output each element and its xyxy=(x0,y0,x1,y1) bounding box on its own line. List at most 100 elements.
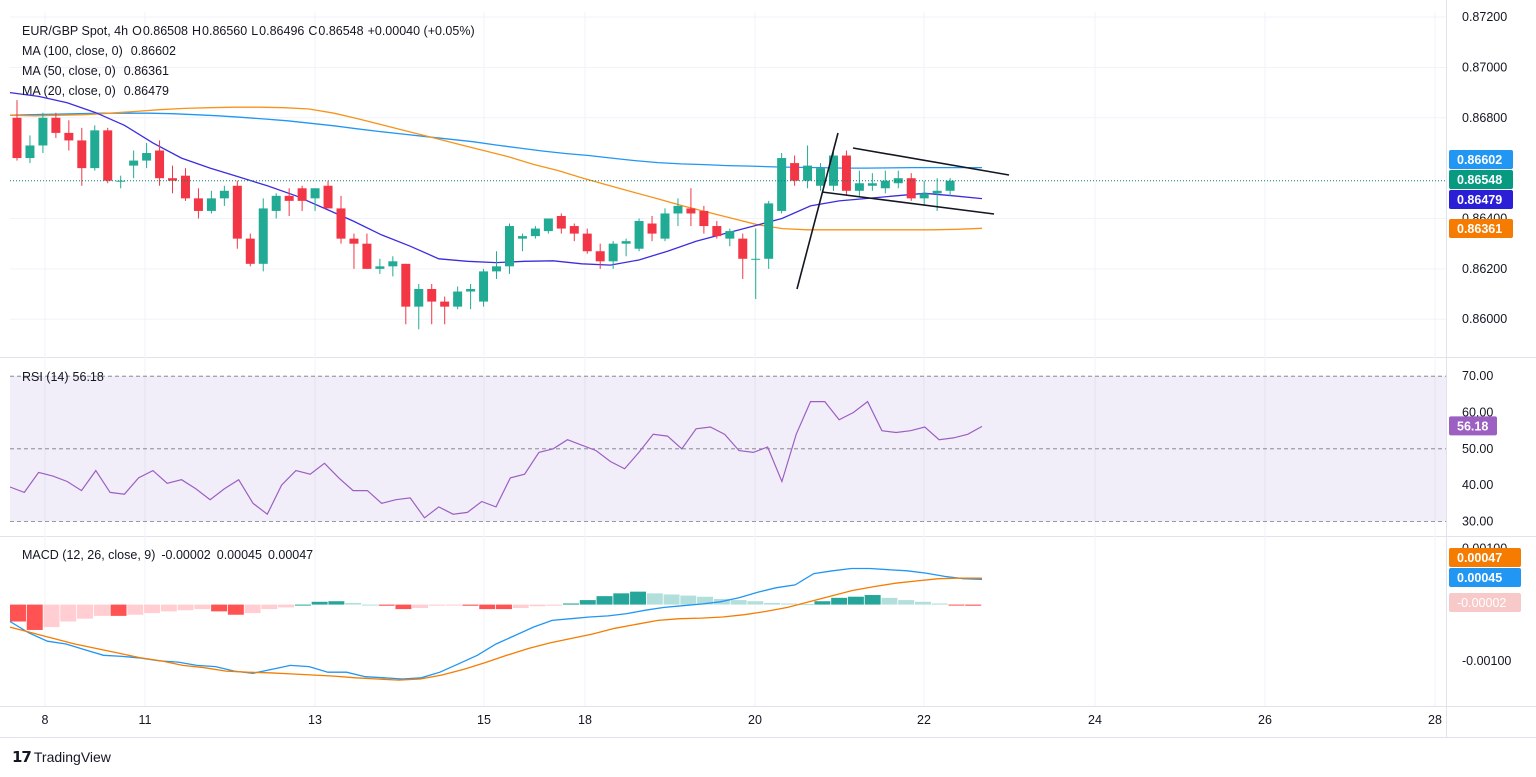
price-tick-label: 0.86200 xyxy=(1462,262,1507,276)
macd-histogram-bar xyxy=(428,604,445,606)
candle-body xyxy=(219,190,229,199)
candle xyxy=(919,180,929,206)
candle xyxy=(543,218,553,234)
macd-histogram-bar xyxy=(496,604,512,610)
tradingview-logo[interactable]: 𝟭𝟳 TradingView xyxy=(12,748,111,766)
candle-body xyxy=(634,221,644,249)
price-tag-label: 0.86479 xyxy=(1457,193,1502,207)
macd-histogram-bar xyxy=(211,604,228,612)
candle xyxy=(427,283,437,325)
candle xyxy=(453,286,463,310)
candle xyxy=(168,165,178,194)
high-value: 0.86560 xyxy=(202,24,247,38)
rsi-legend-value: 56.18 xyxy=(73,370,104,384)
candle-body xyxy=(362,243,372,269)
candle xyxy=(492,251,502,279)
candle-body xyxy=(712,226,722,237)
candle-body xyxy=(427,289,437,302)
macd-histogram-bar xyxy=(797,604,814,606)
rsi-tick-label: 50.00 xyxy=(1462,442,1493,456)
time-tick-label: 24 xyxy=(1088,713,1102,727)
macd-histogram-bar xyxy=(278,604,295,608)
time-tick-label: 13 xyxy=(308,713,322,727)
macd-histogram-bar xyxy=(931,603,948,605)
candle-body xyxy=(556,215,566,229)
macd-histogram-bar xyxy=(914,601,931,605)
candle xyxy=(25,135,35,164)
candle-body xyxy=(854,183,864,191)
candle-body xyxy=(660,213,670,239)
candle xyxy=(142,142,152,169)
rsi-tick-label: 40.00 xyxy=(1462,478,1493,492)
macd-histogram-bar xyxy=(110,604,127,616)
candle-body xyxy=(790,163,800,181)
candle-body xyxy=(193,198,203,211)
macd-histogram-bar xyxy=(646,593,663,605)
low-value: 0.86496 xyxy=(259,24,304,38)
rsi-value-tag: 56.18 xyxy=(1449,416,1497,436)
macd-histogram-bar xyxy=(144,604,161,614)
candle-body xyxy=(440,301,450,307)
macd-histogram-bar xyxy=(412,604,429,608)
candle xyxy=(271,193,281,219)
macd-histogram-bar xyxy=(311,601,328,605)
candle-body xyxy=(764,203,774,259)
candle xyxy=(634,218,644,252)
candle-body xyxy=(103,130,113,181)
macd-histogram-bar xyxy=(160,604,177,612)
macd-tick-label: -0.00100 xyxy=(1462,654,1511,668)
candle xyxy=(841,150,851,196)
macd-histogram-bar xyxy=(261,604,278,610)
ma-legend-label: MA (50, close, 0) xyxy=(22,64,116,78)
candle-body xyxy=(530,228,540,237)
macd-histogram-bar xyxy=(831,597,848,605)
candle-body xyxy=(751,258,761,260)
candle-body xyxy=(414,289,424,307)
candle xyxy=(647,215,657,242)
rsi-tick-label: 30.00 xyxy=(1462,514,1493,528)
macd-histogram-bar xyxy=(579,600,596,605)
candle xyxy=(297,185,307,211)
price-tick-label: 0.87200 xyxy=(1462,10,1507,24)
candle xyxy=(712,221,722,239)
candle xyxy=(932,178,942,211)
macd-histogram-bar xyxy=(328,601,345,605)
candle xyxy=(129,150,139,179)
candle xyxy=(828,150,838,191)
macd-tag-bg xyxy=(1449,548,1521,567)
macd-tag-label: -0.00002 xyxy=(1457,596,1506,610)
price-tag-bg xyxy=(1449,190,1513,209)
price-tag-bg xyxy=(1449,219,1513,238)
candle-body xyxy=(12,117,22,159)
candle xyxy=(193,188,203,219)
macd-line xyxy=(9,567,983,680)
price-tag: 0.86479 xyxy=(1449,190,1513,209)
candle-body xyxy=(517,236,527,239)
close-label: C xyxy=(308,24,317,38)
candle-body xyxy=(595,251,605,262)
change-value: +0.00040 (+0.05%) xyxy=(368,24,475,38)
candle xyxy=(219,185,229,206)
low-label: L xyxy=(251,24,258,38)
candle-body xyxy=(504,226,514,267)
macd-histogram-bar xyxy=(948,604,965,606)
macd-histogram-bar xyxy=(512,604,529,608)
candle xyxy=(880,170,890,194)
macd-signal-line xyxy=(9,577,982,681)
macd-histogram-bar xyxy=(747,601,764,605)
candle xyxy=(803,145,813,189)
macd-histogram-bar xyxy=(663,594,680,605)
candle-body xyxy=(738,238,748,259)
macd-histogram-bar xyxy=(529,604,546,607)
candle-body xyxy=(323,185,333,209)
macd-histogram-bar xyxy=(10,604,26,622)
symbol-title: EUR/GBP Spot, 4h xyxy=(22,24,128,38)
candle xyxy=(284,188,294,216)
candle xyxy=(790,155,800,186)
candle xyxy=(336,195,346,244)
macd-histogram-bar xyxy=(77,604,93,619)
candle-body xyxy=(349,238,359,244)
candle xyxy=(673,198,683,227)
macd-tag-label: 0.00045 xyxy=(1457,571,1502,585)
